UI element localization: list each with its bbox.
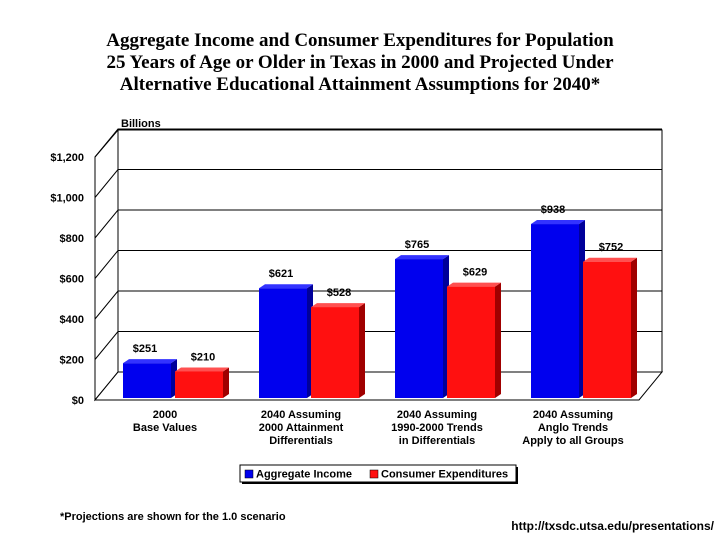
y-tick-label: $0 bbox=[72, 395, 84, 407]
data-label: $251 bbox=[133, 343, 157, 355]
chart-title-line-1: Aggregate Income and Consumer Expenditur… bbox=[106, 30, 614, 51]
y-tick-label: $1,200 bbox=[50, 152, 84, 164]
x-tick-label: in Differentials bbox=[399, 435, 475, 447]
chart-title: Aggregate Income and Consumer Expenditur… bbox=[0, 30, 720, 96]
data-label: $210 bbox=[191, 351, 215, 363]
bar-top bbox=[395, 255, 449, 260]
x-tick-label: 2040 Assuming bbox=[261, 409, 341, 421]
y-tick-label: $1,000 bbox=[50, 193, 84, 205]
bar-top bbox=[311, 303, 365, 308]
chart-title-line-3: Alternative Educational Attainment Assum… bbox=[119, 74, 601, 95]
data-label: $528 bbox=[327, 287, 351, 299]
floor bbox=[93, 371, 664, 401]
legend-label: Consumer Expenditures bbox=[381, 469, 508, 481]
bar-consumer-expenditures bbox=[175, 371, 223, 398]
y-tick-label: $800 bbox=[60, 233, 84, 245]
bar-aggregate-income bbox=[531, 224, 579, 398]
bar-consumer-expenditures bbox=[447, 286, 495, 398]
y-tick-label: $400 bbox=[60, 314, 84, 326]
bar-top bbox=[531, 220, 585, 225]
gridline bbox=[94, 250, 662, 279]
bar-side bbox=[495, 282, 501, 398]
legend-label: Aggregate Income bbox=[256, 469, 352, 481]
x-tick-label: Differentials bbox=[269, 435, 333, 447]
gridline bbox=[94, 128, 662, 158]
bar-side bbox=[631, 257, 637, 398]
y-tick-label: $600 bbox=[60, 274, 84, 286]
x-tick-label: Anglo Trends bbox=[538, 422, 608, 434]
x-tick-label: 1990-2000 Trends bbox=[391, 422, 483, 434]
bar-top bbox=[447, 282, 501, 287]
chart-title-line-2: 25 Years of Age or Older in Texas in 200… bbox=[106, 52, 614, 73]
legend-swatch bbox=[369, 469, 379, 479]
bar-top bbox=[175, 367, 229, 372]
x-tick-label: 2040 Assuming bbox=[533, 409, 613, 421]
data-label: $629 bbox=[463, 267, 487, 279]
x-tick-label: Base Values bbox=[133, 422, 197, 434]
data-label: $938 bbox=[541, 204, 565, 216]
x-tick-label: Apply to all Groups bbox=[522, 435, 623, 447]
bar-consumer-expenditures bbox=[583, 261, 631, 398]
bar-top bbox=[259, 284, 313, 289]
source-url[interactable]: http://txsdc.utsa.edu/presentations/ bbox=[511, 519, 714, 533]
bar-consumer-expenditures bbox=[311, 307, 359, 398]
x-tick-label: 2040 Assuming bbox=[397, 409, 477, 421]
legend-swatch bbox=[244, 469, 254, 479]
bar-side bbox=[359, 303, 365, 398]
footnote: *Projections are shown for the 1.0 scena… bbox=[60, 511, 286, 523]
gridline bbox=[94, 209, 662, 239]
bar-aggregate-income bbox=[259, 288, 307, 398]
data-label: $621 bbox=[269, 268, 293, 280]
x-tick-label: 2000 bbox=[153, 409, 177, 421]
y-tick-label: $200 bbox=[60, 355, 84, 367]
data-label: $765 bbox=[405, 239, 429, 251]
bar-side bbox=[223, 367, 229, 398]
x-tick-label: 2000 Attainment bbox=[259, 422, 344, 434]
bar-top bbox=[583, 257, 637, 262]
bar-aggregate-income bbox=[123, 363, 171, 398]
y-axis-label: Billions bbox=[121, 118, 161, 130]
gridline bbox=[94, 169, 662, 198]
bar-aggregate-income bbox=[395, 259, 443, 398]
bar-top bbox=[123, 359, 177, 364]
data-label: $752 bbox=[599, 242, 623, 254]
